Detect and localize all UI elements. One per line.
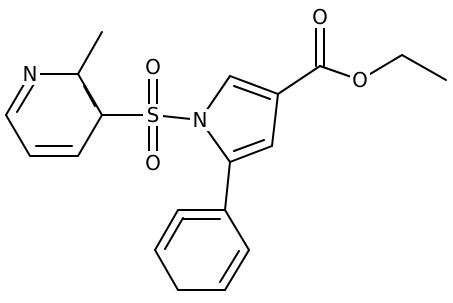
bonds xyxy=(5,17,447,291)
atom-label: O xyxy=(352,68,368,92)
atom-label: O xyxy=(145,55,161,79)
atom-label: S xyxy=(147,103,160,127)
atom-label: O xyxy=(145,151,161,175)
atom-label: O xyxy=(312,5,328,29)
atom-label: N xyxy=(23,62,38,86)
atom-labels: N S O O N O O xyxy=(20,5,370,175)
atom-label: N xyxy=(193,108,208,132)
